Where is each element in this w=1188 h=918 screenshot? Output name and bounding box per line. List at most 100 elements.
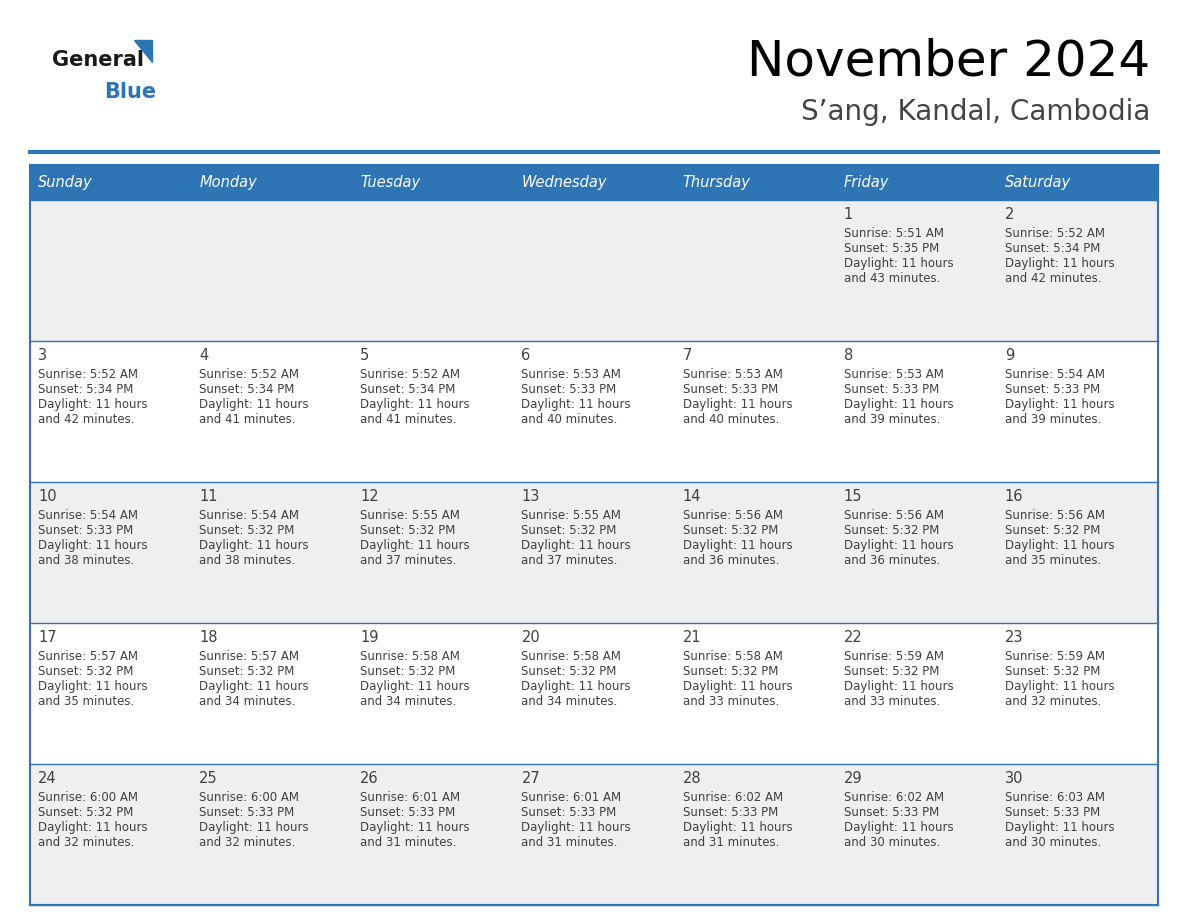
Text: and 35 minutes.: and 35 minutes. [38,695,134,708]
Text: Sunset: 5:33 PM: Sunset: 5:33 PM [522,383,617,396]
Bar [30,341,191,482]
Bar [835,165,997,200]
Text: Sunset: 5:35 PM: Sunset: 5:35 PM [843,242,939,255]
Text: Sunrise: 5:54 AM: Sunrise: 5:54 AM [200,509,299,522]
Polygon shape [134,40,152,62]
Text: Sunrise: 5:54 AM: Sunrise: 5:54 AM [38,509,138,522]
Text: S’ang, Kandal, Cambodia: S’ang, Kandal, Cambodia [801,98,1150,126]
Text: Daylight: 11 hours: Daylight: 11 hours [522,398,631,411]
Text: 3: 3 [38,348,48,363]
Text: and 33 minutes.: and 33 minutes. [683,695,779,708]
Text: 13: 13 [522,489,539,504]
Text: Daylight: 11 hours: Daylight: 11 hours [683,680,792,693]
Text: Daylight: 11 hours: Daylight: 11 hours [360,821,470,834]
Text: 4: 4 [200,348,208,363]
Text: Daylight: 11 hours: Daylight: 11 hours [843,398,953,411]
Text: Daylight: 11 hours: Daylight: 11 hours [843,680,953,693]
Text: 10: 10 [38,489,57,504]
Bar [997,623,1158,764]
Bar [675,482,835,623]
Text: 30: 30 [1005,771,1023,786]
Text: and 42 minutes.: and 42 minutes. [1005,272,1101,285]
Text: Daylight: 11 hours: Daylight: 11 hours [683,821,792,834]
Text: Sunrise: 6:03 AM: Sunrise: 6:03 AM [1005,791,1105,804]
Text: Sunrise: 5:58 AM: Sunrise: 5:58 AM [522,650,621,663]
Text: 1: 1 [843,207,853,222]
Bar [191,764,353,905]
Text: and 40 minutes.: and 40 minutes. [683,413,779,426]
Text: Sunset: 5:32 PM: Sunset: 5:32 PM [683,524,778,537]
Text: Daylight: 11 hours: Daylight: 11 hours [1005,257,1114,270]
Text: 24: 24 [38,771,57,786]
Text: Sunrise: 5:52 AM: Sunrise: 5:52 AM [360,368,460,381]
Text: 26: 26 [360,771,379,786]
Bar [513,165,675,200]
Text: and 35 minutes.: and 35 minutes. [1005,554,1101,567]
Bar [30,165,191,200]
Text: Sunrise: 5:58 AM: Sunrise: 5:58 AM [360,650,460,663]
Text: Daylight: 11 hours: Daylight: 11 hours [200,680,309,693]
Text: Monday: Monday [200,175,257,190]
Text: Daylight: 11 hours: Daylight: 11 hours [683,539,792,552]
Bar [353,623,513,764]
Text: Daylight: 11 hours: Daylight: 11 hours [200,539,309,552]
Text: and 32 minutes.: and 32 minutes. [200,836,296,849]
Text: Sunrise: 5:55 AM: Sunrise: 5:55 AM [360,509,460,522]
Text: 2: 2 [1005,207,1015,222]
Text: Sunset: 5:32 PM: Sunset: 5:32 PM [522,524,617,537]
Text: 8: 8 [843,348,853,363]
Bar [997,200,1158,341]
Bar [675,341,835,482]
Text: Daylight: 11 hours: Daylight: 11 hours [843,539,953,552]
Text: Daylight: 11 hours: Daylight: 11 hours [1005,398,1114,411]
Text: Sunrise: 5:52 AM: Sunrise: 5:52 AM [1005,227,1105,240]
Bar [191,623,353,764]
Bar [353,200,513,341]
Text: Sunset: 5:32 PM: Sunset: 5:32 PM [200,665,295,678]
Text: Sunset: 5:32 PM: Sunset: 5:32 PM [843,665,939,678]
Bar [513,623,675,764]
Bar [191,165,353,200]
Bar [353,482,513,623]
Text: 18: 18 [200,630,217,645]
Text: Daylight: 11 hours: Daylight: 11 hours [38,821,147,834]
Text: Sunset: 5:34 PM: Sunset: 5:34 PM [200,383,295,396]
Text: Sunset: 5:34 PM: Sunset: 5:34 PM [360,383,456,396]
Text: Sunrise: 6:01 AM: Sunrise: 6:01 AM [360,791,461,804]
Bar [835,341,997,482]
Bar [997,764,1158,905]
Bar [30,200,191,341]
Text: and 30 minutes.: and 30 minutes. [843,836,940,849]
Text: and 31 minutes.: and 31 minutes. [522,836,618,849]
Text: and 37 minutes.: and 37 minutes. [360,554,456,567]
Text: Daylight: 11 hours: Daylight: 11 hours [360,539,470,552]
Bar [513,482,675,623]
Text: Daylight: 11 hours: Daylight: 11 hours [1005,680,1114,693]
Text: Thursday: Thursday [683,175,751,190]
Text: and 38 minutes.: and 38 minutes. [200,554,296,567]
Text: Sunrise: 6:01 AM: Sunrise: 6:01 AM [522,791,621,804]
Text: Sunrise: 5:55 AM: Sunrise: 5:55 AM [522,509,621,522]
Text: Sunset: 5:32 PM: Sunset: 5:32 PM [522,665,617,678]
Text: Daylight: 11 hours: Daylight: 11 hours [1005,539,1114,552]
Text: 21: 21 [683,630,701,645]
Text: and 39 minutes.: and 39 minutes. [843,413,940,426]
Text: Sunrise: 5:52 AM: Sunrise: 5:52 AM [38,368,138,381]
Bar [675,623,835,764]
Text: 17: 17 [38,630,57,645]
Text: and 36 minutes.: and 36 minutes. [683,554,779,567]
Text: Sunset: 5:33 PM: Sunset: 5:33 PM [683,383,778,396]
Text: Sunset: 5:33 PM: Sunset: 5:33 PM [200,806,295,819]
Text: Sunday: Sunday [38,175,93,190]
Text: Sunset: 5:32 PM: Sunset: 5:32 PM [360,665,456,678]
Bar [997,165,1158,200]
Text: Sunset: 5:33 PM: Sunset: 5:33 PM [1005,383,1100,396]
Text: and 30 minutes.: and 30 minutes. [1005,836,1101,849]
Text: 20: 20 [522,630,541,645]
Bar [835,482,997,623]
Text: Daylight: 11 hours: Daylight: 11 hours [200,398,309,411]
Text: and 41 minutes.: and 41 minutes. [360,413,456,426]
Text: 19: 19 [360,630,379,645]
Bar [997,482,1158,623]
Bar [30,482,191,623]
